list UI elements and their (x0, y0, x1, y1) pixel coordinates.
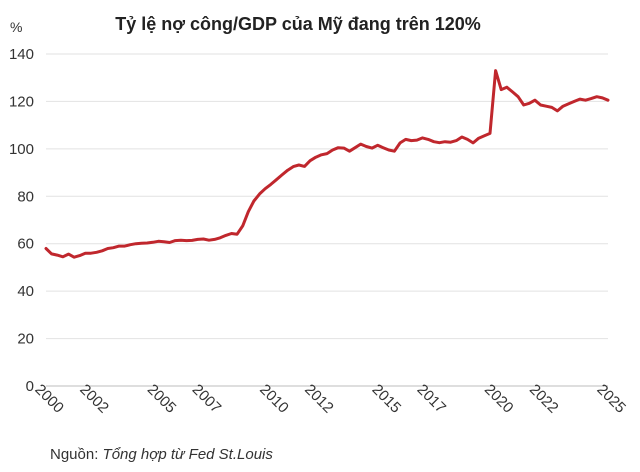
source-note: Nguồn: Tổng hợp từ Fed St.Louis (50, 446, 273, 463)
y-tick-label: 60 (17, 236, 34, 253)
y-axis-unit: % (10, 19, 22, 35)
y-tick-label: 80 (17, 188, 34, 205)
source-text: Tổng hợp từ Fed St.Louis (102, 446, 273, 463)
x-tick-label: 2025 (593, 381, 629, 417)
chart-title: Tỷ lệ nợ công/GDP của Mỹ đang trên 120% (115, 14, 481, 34)
line-chart: Tỷ lệ nợ công/GDP của Mỹ đang trên 120% … (9, 14, 629, 417)
y-tick-label: 20 (17, 331, 34, 348)
series-line (44, 69, 610, 259)
y-tick-label: 0 (26, 378, 34, 395)
source-label: Nguồn: (50, 446, 99, 463)
y-tick-label: 40 (17, 283, 34, 300)
y-tick-label: 140 (9, 46, 34, 63)
y-tick-label: 100 (9, 141, 34, 158)
y-tick-labels: 0 20 40 60 80 100 120 140 (9, 46, 34, 395)
y-tick-label: 120 (9, 93, 34, 110)
